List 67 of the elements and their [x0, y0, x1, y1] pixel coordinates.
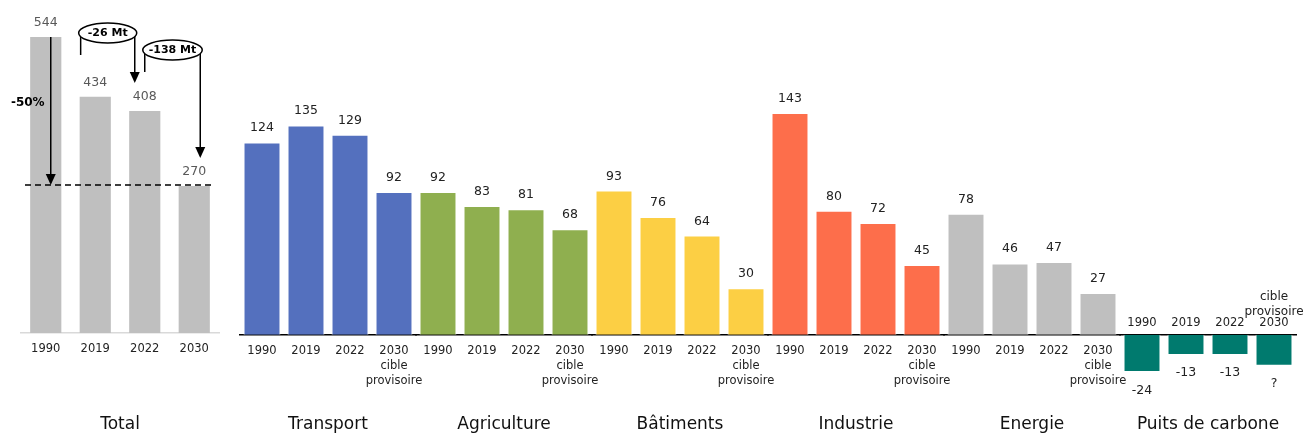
- annotation: -50%: [10, 95, 45, 110]
- x-tick-label: 1990: [247, 342, 277, 357]
- x-axis-title: Agriculture: [457, 413, 551, 434]
- data-label: ?: [1270, 375, 1278, 391]
- data-label: -13: [1219, 364, 1241, 380]
- x-tick-label: 1990: [1127, 315, 1157, 330]
- x-tick-label: 2019: [467, 342, 497, 357]
- x-tick-label: 2030 cible provisoire: [717, 342, 775, 387]
- data-label: 64: [694, 212, 710, 228]
- x-tick-label: 2019: [291, 342, 321, 357]
- x-tick-label: 1990: [423, 342, 453, 357]
- x-axis-title: Industrie: [818, 413, 894, 434]
- x-tick-label: 2022: [863, 342, 893, 357]
- data-label: 76: [650, 193, 666, 209]
- data-label: 78: [958, 190, 974, 206]
- x-tick-label: 2022: [687, 342, 717, 357]
- data-label: 68: [562, 206, 578, 222]
- data-label: 408: [132, 88, 157, 103]
- data-label: 80: [826, 187, 842, 203]
- data-label: 544: [33, 14, 58, 29]
- data-label: 46: [1002, 240, 1018, 256]
- x-tick-label: 2019: [643, 342, 673, 357]
- data-label: 129: [338, 111, 362, 127]
- data-label: 47: [1046, 238, 1062, 254]
- x-tick-label: 1990: [951, 342, 981, 357]
- x-axis-title: Transport: [287, 413, 369, 434]
- x-tick-label: 1990: [599, 342, 629, 357]
- data-label: 92: [386, 169, 402, 185]
- x-tick-label: 2030 cible provisoire: [1069, 342, 1127, 387]
- x-tick-label: 2019: [819, 342, 849, 357]
- data-label: 30: [738, 265, 754, 281]
- data-label: 143: [778, 90, 802, 105]
- x-tick-label: 2030: [1259, 315, 1289, 330]
- data-label: -13: [1175, 364, 1197, 380]
- x-tick-label: 2022: [335, 342, 365, 357]
- annotation: -138 Mt: [148, 42, 197, 56]
- data-label: 92: [430, 169, 446, 185]
- x-tick-label: 2022: [1215, 315, 1245, 330]
- x-axis-title: Total: [99, 413, 140, 434]
- data-label: 45: [914, 241, 930, 257]
- x-tick-label: 2022: [511, 342, 541, 357]
- data-label: 83: [474, 183, 490, 199]
- x-axis-title: Bâtiments: [636, 413, 724, 434]
- data-label: 72: [870, 200, 886, 216]
- x-tick-label: 2022: [130, 340, 160, 355]
- data-label: 93: [606, 167, 622, 183]
- data-label: 434: [83, 73, 108, 89]
- x-tick-label: 2019: [1171, 315, 1201, 330]
- x-tick-label: 2019: [995, 342, 1025, 357]
- x-tick-label: 2030 cible provisoire: [365, 342, 423, 387]
- x-tick-label: 2019: [80, 340, 110, 355]
- x-tick-label: 2022: [1039, 342, 1069, 357]
- x-tick-label: 1990: [31, 340, 61, 355]
- data-label: -24: [1131, 381, 1153, 397]
- x-axis-title: Puits de carbone: [1136, 413, 1280, 434]
- x-tick-label: 1990: [775, 342, 805, 357]
- annotation: -26 Mt: [87, 25, 128, 39]
- x-tick-label: 2030: [179, 340, 209, 355]
- data-label: 124: [250, 119, 274, 135]
- x-tick-label: 2030 cible provisoire: [893, 342, 951, 387]
- text: cible provisoire: [1244, 288, 1304, 318]
- data-label: 81: [518, 186, 534, 202]
- data-label: 270: [182, 163, 207, 179]
- x-axis-title: Energie: [999, 413, 1065, 434]
- data-label: 135: [294, 102, 318, 118]
- data-label: 27: [1090, 269, 1106, 285]
- x-tick-label: 2030 cible provisoire: [541, 342, 599, 387]
